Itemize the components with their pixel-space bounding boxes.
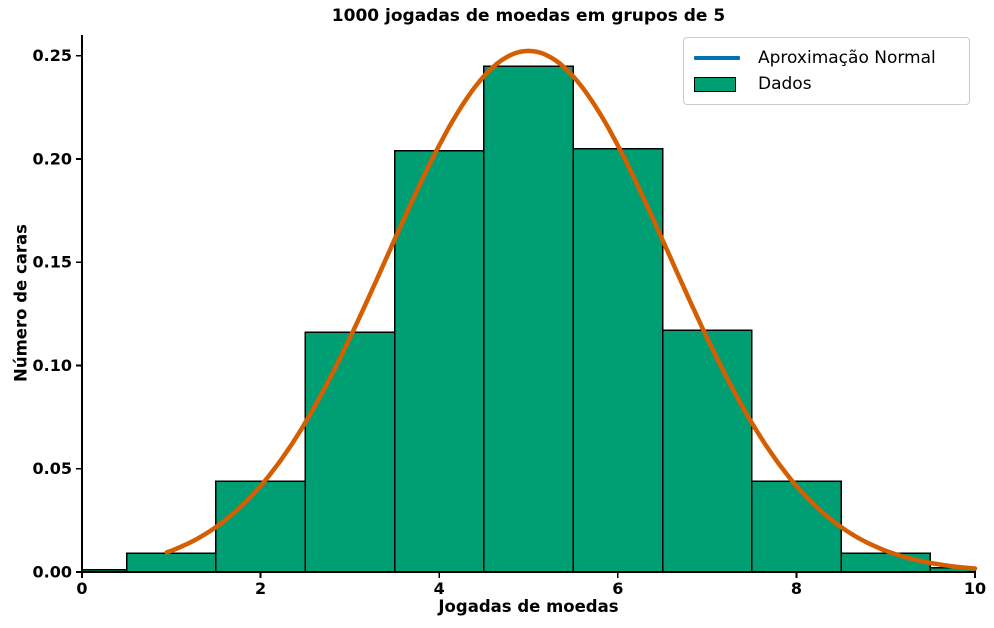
legend-patch-swatch-box — [694, 76, 746, 92]
legend-line-swatch-box — [694, 55, 746, 61]
normal-curve — [164, 48, 978, 571]
histogram-bar — [215, 480, 306, 573]
histogram-bar — [125, 552, 217, 573]
legend-item-data: Dados — [694, 71, 959, 97]
x-tick-label: 10 — [964, 579, 986, 598]
x-tick-label: 8 — [791, 579, 802, 598]
legend-label-data: Dados — [758, 74, 812, 94]
x-tick-label: 6 — [612, 579, 623, 598]
x-tick-label: 4 — [434, 579, 445, 598]
y-axis-label: Número de caras — [11, 224, 31, 382]
y-tick-label: 0.05 — [33, 459, 72, 478]
legend-label-normal-approx: Aproximação Normal — [758, 48, 936, 68]
y-tick-label: 0.00 — [33, 563, 72, 582]
data-legend-swatch — [694, 76, 736, 92]
x-tick-label: 0 — [76, 579, 87, 598]
y-tick-label: 0.20 — [33, 149, 72, 168]
legend-item-normal-approx: Aproximação Normal — [694, 45, 959, 71]
histogram-bar — [661, 329, 753, 573]
histogram-bar — [483, 65, 574, 573]
histogram-bar — [304, 331, 396, 573]
y-tick-label: 0.25 — [33, 46, 72, 65]
x-tick-label: 2 — [255, 579, 266, 598]
x-axis-label: Jogadas de moedas — [438, 597, 619, 616]
y-tick-label: 0.10 — [33, 356, 72, 375]
histogram-bar — [751, 480, 842, 573]
histogram-bar — [840, 552, 932, 573]
y-tick-label: 0.15 — [33, 253, 72, 272]
chart-title: 1000 jogadas de moedas em grupos de 5 — [331, 6, 726, 26]
legend: Aproximação Normal Dados — [683, 37, 970, 105]
normal-curve-legend-swatch — [694, 55, 740, 61]
